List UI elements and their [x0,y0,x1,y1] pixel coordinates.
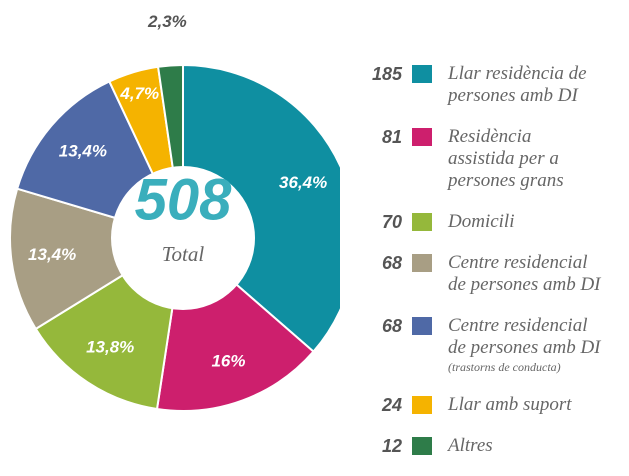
slice [182,63,340,354]
legend-swatch [412,128,432,146]
legend-swatch [412,213,432,231]
legend-item: 70 Domicili [340,211,629,233]
slice-label: 36,4% [279,173,327,192]
slice-label: 13,4% [59,141,107,160]
legend-swatch [412,396,432,414]
legend-swatch [412,65,432,83]
slice [9,187,186,331]
legend-text: Residència assistida per a persones gran… [448,126,564,192]
legend-label: Domicili [448,211,515,232]
legend-text: Centre residencial de persones amb DI (tr… [448,315,601,375]
legend-item: 68 Centre residencial de persones amb DI (… [340,315,629,375]
legend-count: 70 [381,212,402,232]
slice-label: 16% [211,351,245,370]
slice-label: 13,4% [28,245,76,264]
center-label: Total [162,242,205,266]
legend-label: Llar amb suport [448,394,572,415]
legend-count: 68 [381,316,402,336]
legend-swatch [412,317,432,335]
legend: 185 Llar residència de persones amb DI 81 R… [340,63,629,476]
donut-hole [111,166,255,310]
legend-item: 24 Llar amb suport [340,394,629,416]
legend-count: 12 [381,436,402,456]
legend-label: Altres [448,435,493,456]
legend-text: Altres [448,435,493,457]
legend-label: Llar residència de persones amb DI [448,63,587,106]
legend-item: 12 Altres [340,435,629,457]
legend-count: 68 [381,253,402,273]
page: 508 Total 36,4% 16% 13,8% 13,4% 13,4% 4,7% 2,3… [9,12,601,456]
legend-count: 24 [381,395,402,415]
legend-item: 68 Centre residencial de persones amb DI [340,252,629,296]
legend-text: Centre residencial de persones amb DI [448,252,601,296]
legend-label: Centre residencial de persones amb DI [448,252,601,295]
legend-text: Domicili [448,211,515,233]
chart: 508 Total 36,4% 16% 13,8% 13,4% 13,4% 4,7% 2,3… [9,12,340,412]
legend-count: 185 [371,64,402,84]
legend-item: 185 Llar residència de persones amb DI [340,63,629,107]
legend-count: 81 [381,127,402,147]
slice-label: 2,3% [147,12,187,31]
legend-text: Llar amb suport [448,394,572,416]
slice-label: 13,8% [86,338,134,357]
legend-text: Llar residència de persones amb DI [448,63,587,107]
legend-swatch [412,254,432,272]
legend-item: 81 Residència assistida per a persones gr… [340,126,629,192]
legend-swatch [412,437,432,455]
slice-label: 4,7% [119,84,159,103]
center-value: 508 [135,167,233,232]
legend-label: Residència assistida per a persones gran… [448,126,564,191]
legend-note: (trastorns de conducta) [448,360,561,374]
legend-label: Centre residencial de persones amb DI [448,315,601,358]
